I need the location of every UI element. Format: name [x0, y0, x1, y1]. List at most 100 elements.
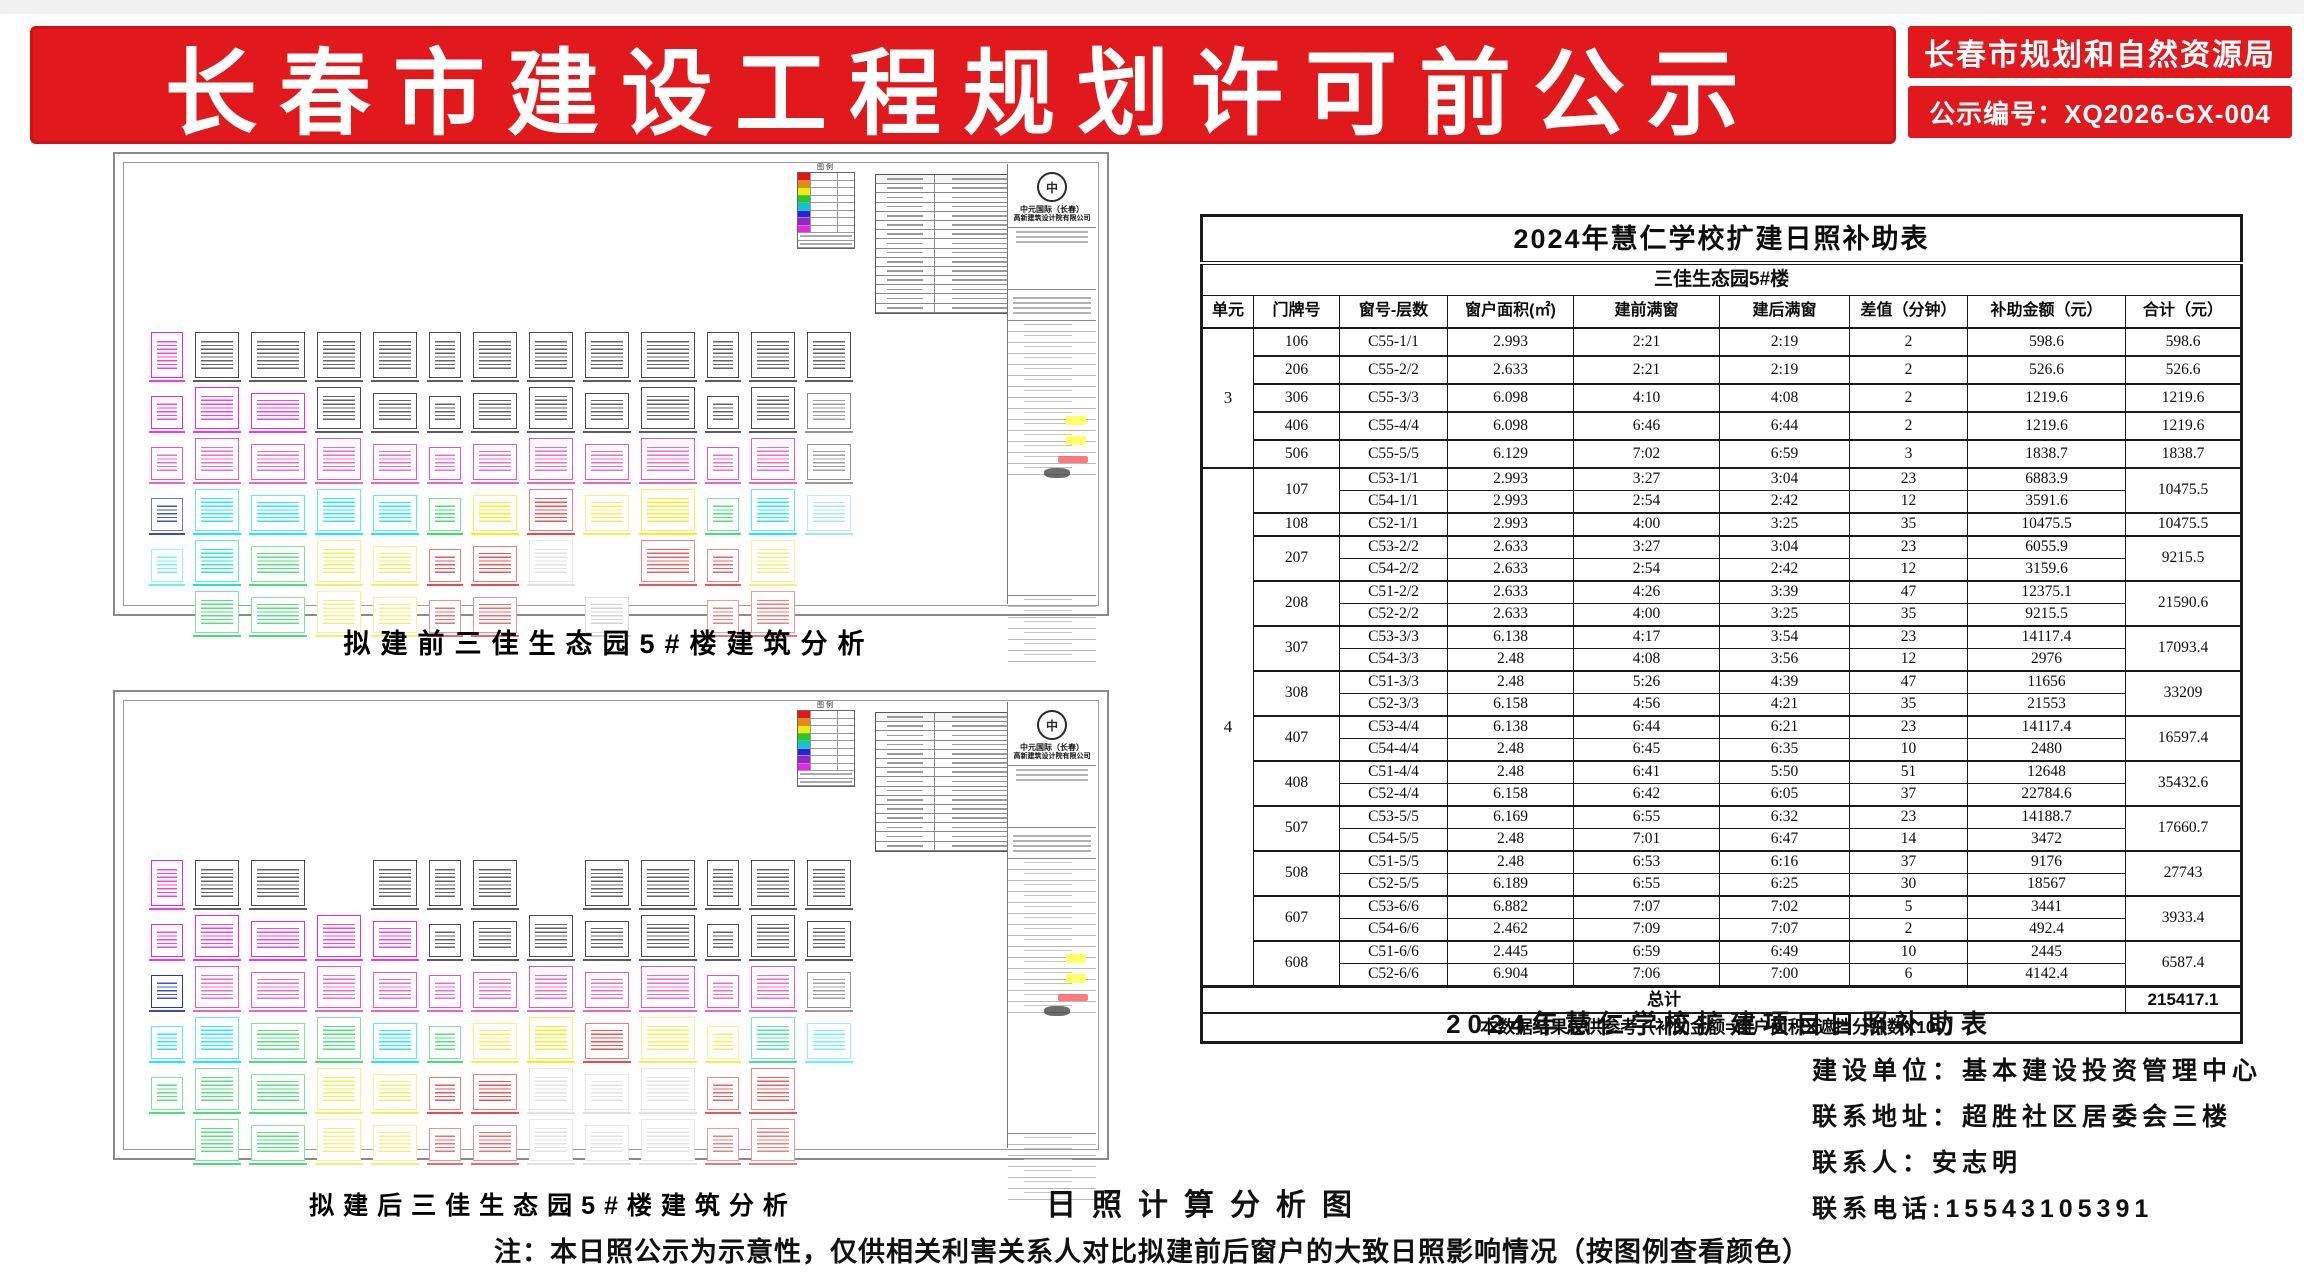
window-diagram-cell	[527, 387, 575, 433]
table-cell: 6883.9	[1967, 467, 2126, 491]
table-cell: C51-3/3	[1339, 670, 1448, 694]
notice-banner: 长春市建设工程规划许可前公示	[30, 26, 1896, 146]
titleblock-rows-bottom	[1008, 1132, 1096, 1200]
window-diagram-cell	[371, 972, 419, 1012]
window-diagram-cell	[583, 444, 631, 484]
legend-color-chip	[798, 741, 810, 748]
table-cell: 30	[1849, 873, 1968, 897]
table-cell: 2	[1849, 411, 1968, 441]
company-name: 中元国际（长春）	[1020, 743, 1084, 752]
window-diagram-cell	[583, 972, 631, 1012]
window-diagram-cell	[249, 332, 307, 382]
window-diagram-cell	[805, 921, 853, 961]
signature-mark	[1044, 468, 1070, 478]
window-grid-row	[149, 1017, 853, 1063]
window-diagram-cell	[705, 447, 741, 484]
table-cell: 6.158	[1447, 693, 1574, 717]
table-cell: 6:59	[1573, 940, 1720, 964]
table-cell: 5:50	[1719, 760, 1850, 784]
table-cell: C55-4/4	[1339, 411, 1448, 441]
table-cell: 6:25	[1719, 873, 1850, 897]
table-cell: C54-5/5	[1339, 828, 1448, 852]
window-diagram-cell	[583, 860, 631, 910]
company-name-2: 高新建筑设计院有限公司	[1008, 215, 1096, 228]
window-diagram-cell	[705, 396, 741, 433]
table-cell: 7:02	[1573, 439, 1720, 469]
window-diagram-cell	[371, 546, 419, 586]
table-row: 508 C51-5/5 2.48 6:53 6:16 37 9176 27743	[1202, 850, 2243, 897]
table-cell: 3	[1849, 439, 1968, 469]
window-diagram-cell	[249, 597, 307, 637]
table-cell: 6:42	[1573, 783, 1720, 807]
window-diagram-cell	[471, 495, 519, 535]
table-cell: 18567	[1967, 873, 2126, 897]
titleblock-strip: 中 中元国际（长春） 高新建筑设计院有限公司	[1007, 164, 1096, 662]
table-cell: 12648	[1967, 760, 2126, 784]
table-cell: 6.882	[1447, 895, 1574, 919]
table-cell: 492.4	[1967, 918, 2126, 942]
window-diagram-cell	[639, 860, 697, 910]
col-header: 门牌号	[1253, 295, 1340, 329]
window-diagram-cell	[639, 1068, 697, 1114]
window-diagram-cell	[527, 915, 575, 961]
window-diagram-cell	[249, 546, 307, 586]
table-cell: 2:42	[1719, 558, 1850, 582]
contact-address: 联系地址：超胜社区居委会三楼	[1812, 1103, 2233, 1131]
table-row: 507 C53-5/5 6.169 6:55 6:32 23 14188.7 17660.7	[1202, 805, 2243, 852]
window-diagram-cell	[315, 438, 363, 484]
drawing-after: 图例 中 中元国际（长春） 高新建筑设计院有限公司	[113, 690, 1109, 1200]
table-cell: 10475.5	[1967, 512, 2126, 537]
grand-total-value: 215417.1	[2124, 985, 2243, 1014]
window-analysis-grid	[149, 860, 853, 1170]
window-diagram-cell	[749, 1068, 797, 1114]
table-cell: 3:54	[1719, 625, 1850, 649]
table-cell: 12375.1	[1967, 580, 2126, 604]
table-cell: 10	[1849, 940, 1968, 964]
table-cell: 2:21	[1573, 327, 1720, 357]
window-diagram-cell	[527, 489, 575, 535]
drawing-notes	[1008, 288, 1096, 314]
table-row: C52-6/6 6.904 7:06 7:00 6 4142.4	[1202, 963, 2242, 987]
table-cell: 47	[1849, 580, 1968, 604]
table-cell: 6.129	[1447, 439, 1574, 469]
table-cell: 4:26	[1573, 580, 1720, 604]
window-diagram-cell	[583, 1023, 631, 1063]
legend-row	[798, 763, 854, 771]
table-cell: 7:09	[1573, 918, 1720, 942]
door-total-cell: 9215.5	[2124, 535, 2243, 582]
subsidy-table: 2024年慧仁学校扩建日照补助表 三佳生态园5#楼 单元 门牌号 窗号-层数 窗…	[1200, 214, 2244, 1044]
door-number-cell: 608	[1253, 940, 1340, 987]
table-cell: C54-1/1	[1339, 490, 1448, 514]
door-number-cell: 107	[1253, 467, 1340, 514]
window-diagram-cell	[749, 1119, 797, 1165]
table-cell: 2.445	[1447, 940, 1574, 964]
table-footnote-row: 本数据结果仅供参考（补助金额=窗户面积X遮挡分钟数X100）	[1200, 1012, 2243, 1043]
window-diagram-cell	[315, 591, 363, 637]
window-diagram-cell	[583, 332, 631, 382]
stamp-mark	[1058, 994, 1088, 1001]
table-cell: 35	[1849, 603, 1968, 627]
window-diagram-cell	[705, 1077, 741, 1114]
company-logo-icon: 中	[1037, 172, 1067, 202]
table-cell: 2	[1849, 918, 1968, 942]
door-number-cell: 207	[1253, 535, 1340, 582]
table-cell: 7:07	[1573, 895, 1720, 919]
window-diagram-cell	[315, 1017, 363, 1063]
legend-color-chip	[798, 763, 810, 770]
window-analysis-grid	[149, 332, 853, 642]
table-row: 207 C53-2/2 2.633 3:27 3:04 23 6055.9 9215.5	[1202, 535, 2243, 582]
table-cell: 22784.6	[1967, 783, 2126, 807]
table-cell: C55-2/2	[1339, 355, 1448, 385]
window-diagram-cell	[583, 597, 631, 637]
col-header: 差值（分钟）	[1849, 295, 1968, 329]
door-total-cell: 16597.4	[2124, 715, 2243, 762]
window-diagram-cell	[749, 860, 797, 910]
table-row: 206 C55-2/2 2.633 2:21 2:19 2 526.6 526.6	[1202, 355, 2243, 385]
table-row: 308 C51-3/3 2.48 5:26 4:39 47 11656 33209	[1202, 670, 2243, 717]
table-cell: 2.48	[1447, 760, 1574, 784]
window-grid-row	[149, 489, 853, 535]
table-cell: 35	[1849, 512, 1968, 537]
window-diagram-cell	[371, 921, 419, 961]
table-cell: 12	[1849, 490, 1968, 514]
door-number-cell: 507	[1253, 805, 1340, 852]
